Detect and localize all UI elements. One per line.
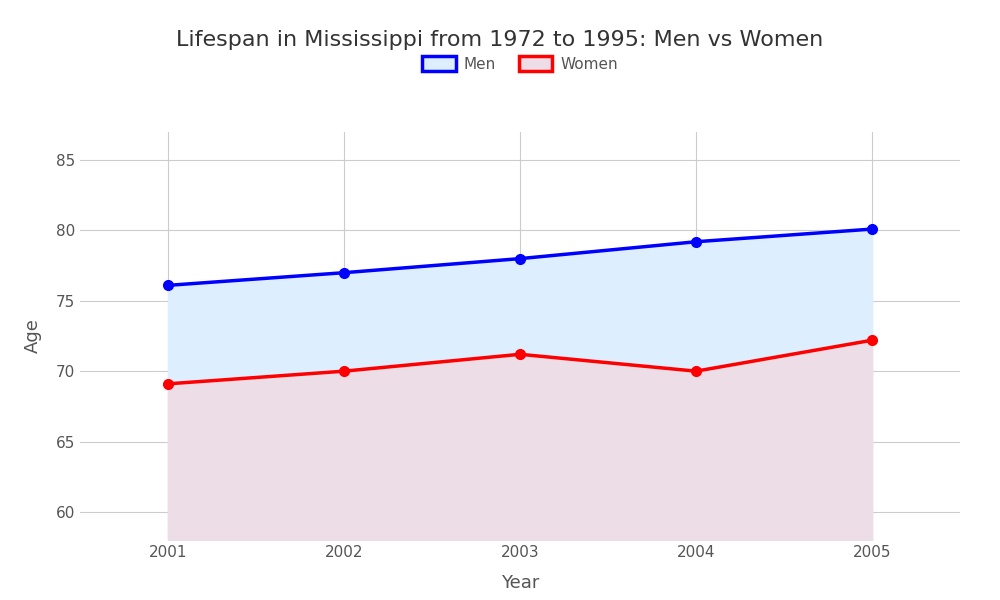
X-axis label: Year: Year: [501, 574, 539, 592]
Text: Lifespan in Mississippi from 1972 to 1995: Men vs Women: Lifespan in Mississippi from 1972 to 199…: [176, 30, 824, 50]
Y-axis label: Age: Age: [24, 319, 42, 353]
Legend: Men, Women: Men, Women: [416, 50, 624, 77]
